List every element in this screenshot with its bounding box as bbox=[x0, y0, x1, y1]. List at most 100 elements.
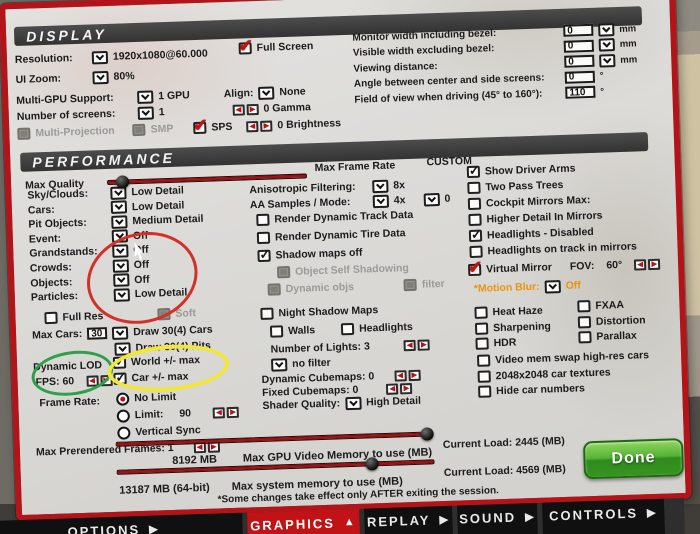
custom-checkbox[interactable] bbox=[468, 213, 482, 226]
tab-replay[interactable]: REPLAY ▶ bbox=[364, 505, 454, 534]
chevron-down-icon bbox=[117, 289, 126, 298]
aa-samples-dropdown[interactable] bbox=[372, 194, 390, 208]
system-memory-slider-handle[interactable] bbox=[365, 457, 379, 471]
increase-arrow[interactable]: ▶ bbox=[99, 374, 113, 386]
sys-load: Current Load: 4569 (MB) bbox=[443, 462, 566, 479]
increase-arrow[interactable]: ▶ bbox=[226, 406, 240, 418]
detail-rows-dropdown[interactable] bbox=[113, 273, 130, 287]
track-data-checkbox[interactable] bbox=[256, 213, 270, 227]
bezel-value-input[interactable]: 0 bbox=[564, 54, 595, 68]
detail-rows-dropdown[interactable] bbox=[112, 244, 129, 258]
increase-arrow[interactable]: ▶ bbox=[400, 382, 413, 394]
walls-checkbox[interactable] bbox=[269, 325, 284, 338]
full-screen-checkbox[interactable]: ✔ bbox=[238, 36, 253, 55]
resolution-label: Resolution: bbox=[14, 52, 73, 66]
custom-checkbox[interactable] bbox=[467, 181, 481, 194]
bezel-value-input[interactable]: 110 bbox=[565, 86, 596, 100]
no-limit-radio[interactable] bbox=[116, 391, 130, 406]
num-lights-row: Number of Lights: 3 ◀ ▶ bbox=[270, 337, 430, 356]
fx-checkbox[interactable] bbox=[477, 370, 491, 383]
increase-arrow[interactable]: ▶ bbox=[648, 258, 661, 270]
custom-checkbox[interactable] bbox=[469, 245, 483, 258]
decrease-arrow[interactable]: ◀ bbox=[403, 339, 416, 351]
detail-rows-dropdown[interactable] bbox=[113, 288, 131, 302]
multi-gpu-value: 1 GPU bbox=[158, 89, 190, 103]
tab-controls[interactable]: CONTROLS ▶ bbox=[541, 498, 666, 534]
detail-rows-dropdown[interactable] bbox=[111, 215, 128, 229]
tab-sound[interactable]: SOUND ▶ bbox=[456, 502, 539, 534]
track-data-label: Render Dynamic Track Data bbox=[274, 208, 414, 226]
fx-checkbox[interactable] bbox=[577, 315, 592, 329]
screens-dropdown[interactable] bbox=[137, 105, 154, 120]
tire-data-checkbox[interactable] bbox=[256, 231, 271, 245]
unit-dropdown[interactable] bbox=[599, 53, 616, 68]
detail-rows-dropdown[interactable] bbox=[112, 258, 130, 273]
tab-graphics[interactable]: GRAPHICS ▲ bbox=[247, 508, 362, 534]
gpu-memory-slider-handle[interactable] bbox=[420, 427, 434, 441]
world-max-checkbox[interactable]: ✓ bbox=[112, 353, 127, 369]
shader-quality-dropdown[interactable] bbox=[344, 396, 362, 410]
fx-checkbox[interactable] bbox=[577, 300, 591, 313]
decrease-arrow[interactable]: ◀ bbox=[85, 374, 99, 387]
max-cars-input[interactable]: 30 bbox=[87, 327, 108, 340]
custom-checkbox[interactable]: ✓ bbox=[468, 226, 483, 242]
virtual-mirror-checkbox[interactable]: ✔ bbox=[468, 258, 483, 277]
increase-arrow[interactable]: ▶ bbox=[260, 119, 273, 132]
vertical-sync-radio[interactable] bbox=[117, 425, 131, 440]
full-res-checkbox[interactable] bbox=[44, 311, 58, 325]
smp-label: SMP bbox=[150, 122, 174, 136]
bezel-value-input[interactable]: 0 bbox=[564, 70, 596, 84]
fx-checkbox[interactable] bbox=[475, 337, 489, 351]
detail-rows-dropdown[interactable] bbox=[111, 229, 129, 244]
custom-checkbox[interactable]: ✓ bbox=[466, 163, 481, 179]
decrease-arrow[interactable]: ◀ bbox=[232, 103, 245, 116]
resolution-dropdown[interactable] bbox=[91, 50, 109, 64]
ui-zoom-dropdown[interactable] bbox=[92, 70, 109, 84]
custom-checkbox[interactable] bbox=[467, 197, 482, 210]
fx-checkbox[interactable] bbox=[578, 331, 592, 344]
limit-radio[interactable] bbox=[116, 408, 131, 423]
done-button[interactable]: Done bbox=[582, 438, 685, 480]
headlights-checkbox[interactable] bbox=[340, 322, 355, 336]
fx-checkbox[interactable] bbox=[478, 385, 492, 399]
tire-data-label: Render Dynamic Tire Data bbox=[274, 227, 406, 244]
custom-check-row: Two Pass Trees bbox=[467, 178, 564, 195]
align-value: None bbox=[279, 85, 306, 99]
multi-gpu-dropdown[interactable] bbox=[137, 89, 154, 104]
fx-checkbox[interactable] bbox=[474, 306, 488, 319]
decrease-arrow[interactable]: ◀ bbox=[212, 406, 226, 419]
draw-cars-dropdown[interactable] bbox=[112, 325, 129, 340]
aa-mode-dropdown[interactable] bbox=[423, 192, 440, 207]
detail-rows-dropdown[interactable] bbox=[110, 200, 128, 214]
align-label: Align: bbox=[223, 87, 254, 101]
shadow-maps-checkbox[interactable]: ✓ bbox=[257, 247, 271, 263]
aniso-dropdown[interactable] bbox=[372, 179, 389, 193]
unit-dropdown[interactable] bbox=[598, 22, 615, 37]
chevron-down-icon bbox=[140, 90, 150, 100]
night-shadow-checkbox[interactable] bbox=[260, 307, 274, 320]
motion-blur-dropdown[interactable] bbox=[544, 279, 561, 294]
fx-checkbox[interactable] bbox=[474, 322, 489, 335]
motion-blur-value: Off bbox=[565, 279, 582, 292]
fx-checkbox[interactable] bbox=[476, 354, 491, 367]
bezel-value-input[interactable]: 0 bbox=[563, 39, 594, 53]
increase-arrow[interactable]: ▶ bbox=[246, 103, 259, 115]
decrease-arrow[interactable]: ◀ bbox=[634, 258, 647, 271]
light-filter-dropdown[interactable] bbox=[270, 357, 288, 372]
decrease-arrow[interactable]: ◀ bbox=[246, 120, 259, 132]
decrease-arrow[interactable]: ◀ bbox=[386, 382, 399, 395]
virtual-mirror-label: Virtual Mirror bbox=[485, 261, 553, 276]
car-max-checkbox[interactable]: ✓ bbox=[113, 369, 127, 385]
motion-blur-row: *Motion Blur: Off bbox=[474, 278, 581, 296]
spacer bbox=[195, 94, 219, 95]
bezel-value-input[interactable]: 0 bbox=[563, 23, 594, 37]
vsync-row: Vertical Sync bbox=[117, 423, 201, 440]
fov-steppers: ◀ ▶ bbox=[634, 258, 661, 271]
frame-rate-label: Frame Rate: bbox=[39, 395, 101, 410]
increase-arrow[interactable]: ▶ bbox=[417, 338, 430, 351]
increase-arrow[interactable]: ▶ bbox=[408, 369, 421, 381]
sps-checkbox[interactable]: ✔ bbox=[193, 116, 208, 135]
align-dropdown[interactable] bbox=[258, 85, 275, 100]
decrease-arrow[interactable]: ◀ bbox=[394, 369, 407, 382]
unit-dropdown[interactable] bbox=[598, 38, 615, 52]
